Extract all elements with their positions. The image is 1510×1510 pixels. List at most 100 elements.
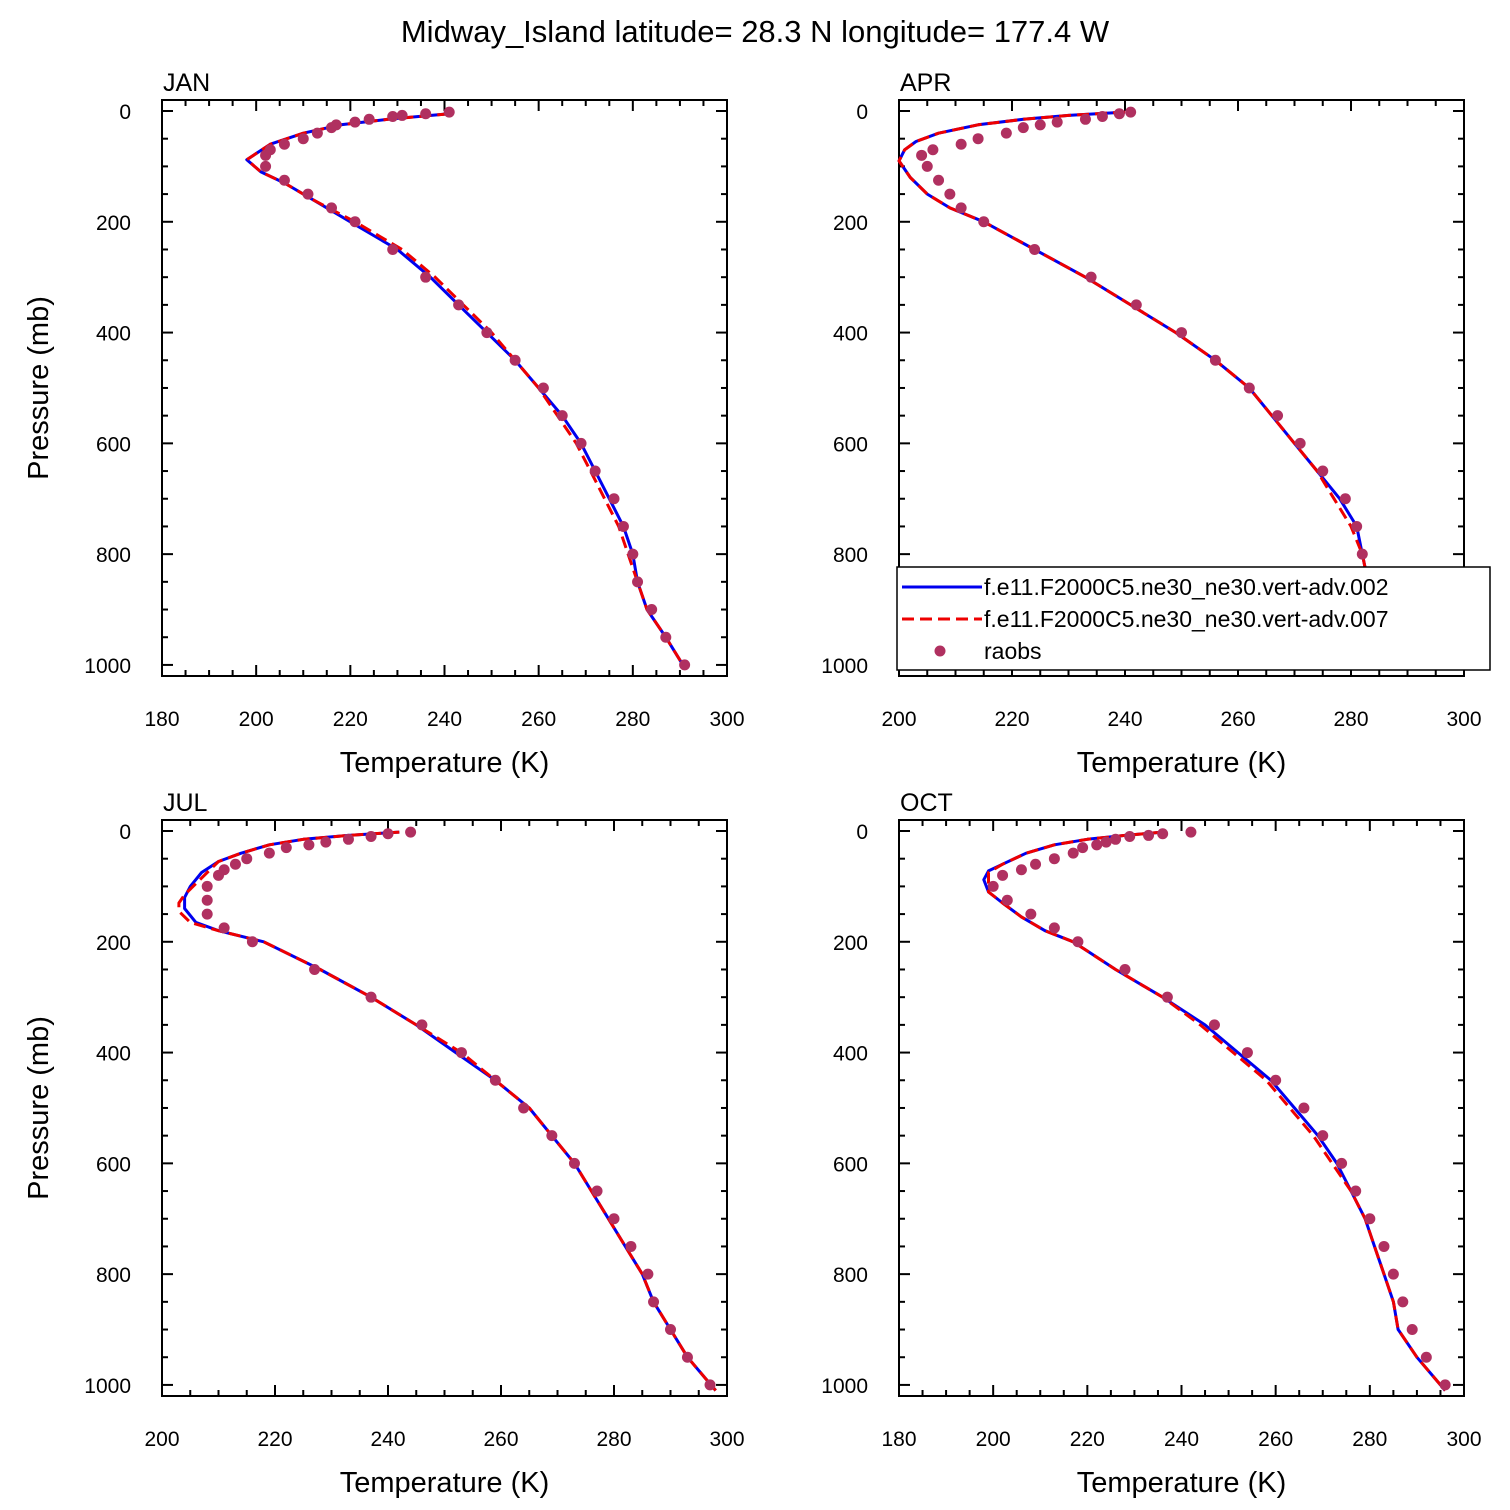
raobs-point	[978, 216, 990, 228]
raobs-point	[1079, 113, 1091, 125]
x-tick-label: 200	[881, 708, 916, 731]
raobs-point	[681, 1351, 693, 1363]
panel-title: OCT	[900, 789, 953, 817]
raobs-point	[1439, 1379, 1451, 1391]
raobs-point	[921, 160, 933, 172]
raobs-point	[1336, 1157, 1348, 1169]
raobs-point	[213, 869, 224, 881]
y-tick-label: 0	[856, 101, 868, 124]
raobs-point	[241, 853, 253, 865]
raobs-point	[229, 858, 241, 870]
y-tick-label: 200	[833, 932, 868, 955]
y-tick-label: 800	[96, 544, 131, 567]
x-tick-label: 260	[1220, 708, 1255, 731]
raobs-point	[396, 109, 408, 121]
raobs-point	[1096, 111, 1108, 123]
raobs-point	[1001, 894, 1013, 906]
raobs-point	[1119, 963, 1131, 975]
plot-frame	[898, 819, 1465, 1397]
raobs-point	[1161, 991, 1173, 1003]
raobs-point	[309, 963, 321, 975]
raobs-point	[1025, 908, 1037, 920]
raobs-point	[1176, 327, 1187, 339]
raobs-point	[1208, 1019, 1220, 1031]
raobs-point	[1077, 842, 1089, 854]
x-tick-label: 300	[1446, 1428, 1481, 1451]
raobs-point	[916, 149, 928, 161]
raobs-point	[1350, 1185, 1362, 1197]
raobs-point	[1130, 299, 1142, 311]
series-line-vert-adv-002	[183, 830, 717, 1392]
x-tick-label: 240	[427, 708, 462, 731]
raobs-point	[303, 839, 315, 851]
raobs-point	[1387, 1268, 1399, 1280]
y-tick-label: 200	[96, 212, 131, 235]
y-tick-label: 200	[833, 212, 868, 235]
raobs-point	[627, 548, 639, 560]
x-tick-label: 220	[994, 708, 1029, 731]
y-tick-label: 400	[833, 1043, 868, 1066]
x-axis-title: Temperature (K)	[340, 747, 550, 779]
raobs-point	[201, 908, 213, 920]
raobs-point	[1110, 833, 1122, 845]
y-tick-label: 200	[96, 932, 131, 955]
raobs-point	[365, 831, 377, 843]
raobs-point	[387, 243, 399, 255]
x-tick-label: 200	[144, 1428, 179, 1451]
x-tick-label: 180	[144, 708, 179, 731]
raobs-point	[1113, 108, 1125, 120]
raobs-point	[297, 133, 309, 145]
x-tick-label: 260	[521, 708, 556, 731]
raobs-point	[987, 880, 999, 892]
y-tick-label: 1000	[84, 655, 131, 678]
raobs-point	[263, 847, 275, 859]
raobs-point	[481, 327, 493, 339]
panel-apr: 200 220 240 260 280 300 0 200 400 600 800 1000 Tempe…	[821, 69, 1481, 779]
raobs-point	[537, 382, 549, 394]
raobs-point	[1124, 831, 1136, 843]
x-tick-label: 280	[1352, 1428, 1387, 1451]
raobs-point	[1270, 1074, 1282, 1086]
x-tick-label: 240	[370, 1428, 405, 1451]
panel-jul: 200 220 240 260 280 300 0 200 400 600 800 1000 Tempe…	[23, 789, 745, 1499]
y-tick-label: 400	[833, 323, 868, 346]
panel-oct: 180 200 220 240 260 280 300 0 200 400 600 800 1000 Te…	[821, 789, 1481, 1499]
raobs-point	[416, 1019, 428, 1031]
y-tick-label: 400	[96, 323, 131, 346]
raobs-point	[1091, 839, 1103, 851]
raobs-point	[1356, 548, 1368, 560]
raobs-point	[1294, 437, 1306, 449]
raobs-point	[927, 144, 939, 156]
x-tick-label: 260	[1258, 1428, 1293, 1451]
panel-title: JAN	[163, 69, 210, 97]
y-tick-label: 800	[96, 1264, 131, 1287]
raobs-point	[420, 108, 432, 120]
raobs-point	[278, 174, 290, 186]
x-axis-title: Temperature (K)	[340, 1467, 550, 1499]
raobs-point	[1051, 116, 1063, 128]
raobs-point	[218, 922, 230, 934]
raobs-point	[568, 1157, 580, 1169]
x-tick-label: 300	[709, 708, 744, 731]
raobs-point	[518, 1102, 530, 1114]
raobs-point	[246, 936, 258, 948]
y-tick-label: 1000	[821, 655, 868, 678]
raobs-point	[1072, 936, 1084, 948]
raobs-point	[1017, 122, 1029, 134]
raobs-point	[665, 1324, 676, 1336]
raobs-point	[608, 1213, 620, 1225]
raobs-point	[1241, 1047, 1253, 1059]
raobs-point	[632, 576, 644, 588]
x-tick-label: 280	[596, 1428, 631, 1451]
raobs-point	[1000, 127, 1012, 139]
raobs-point	[1317, 1130, 1329, 1142]
raobs-point	[648, 1296, 660, 1308]
raobs-point	[349, 216, 361, 228]
y-tick-label: 600	[96, 1153, 131, 1176]
raobs-point	[1339, 493, 1351, 505]
panel-jan: 180 200 220 240 260 280 300 0 200 400 600 800 1000 Te…	[23, 69, 745, 779]
raobs-point	[955, 202, 967, 214]
raobs-point	[1209, 354, 1221, 366]
raobs-point	[349, 116, 361, 128]
raobs-point	[1157, 828, 1169, 840]
